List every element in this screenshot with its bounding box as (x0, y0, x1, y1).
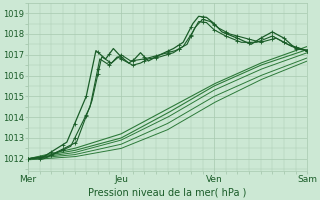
X-axis label: Pression niveau de la mer( hPa ): Pression niveau de la mer( hPa ) (88, 187, 247, 197)
